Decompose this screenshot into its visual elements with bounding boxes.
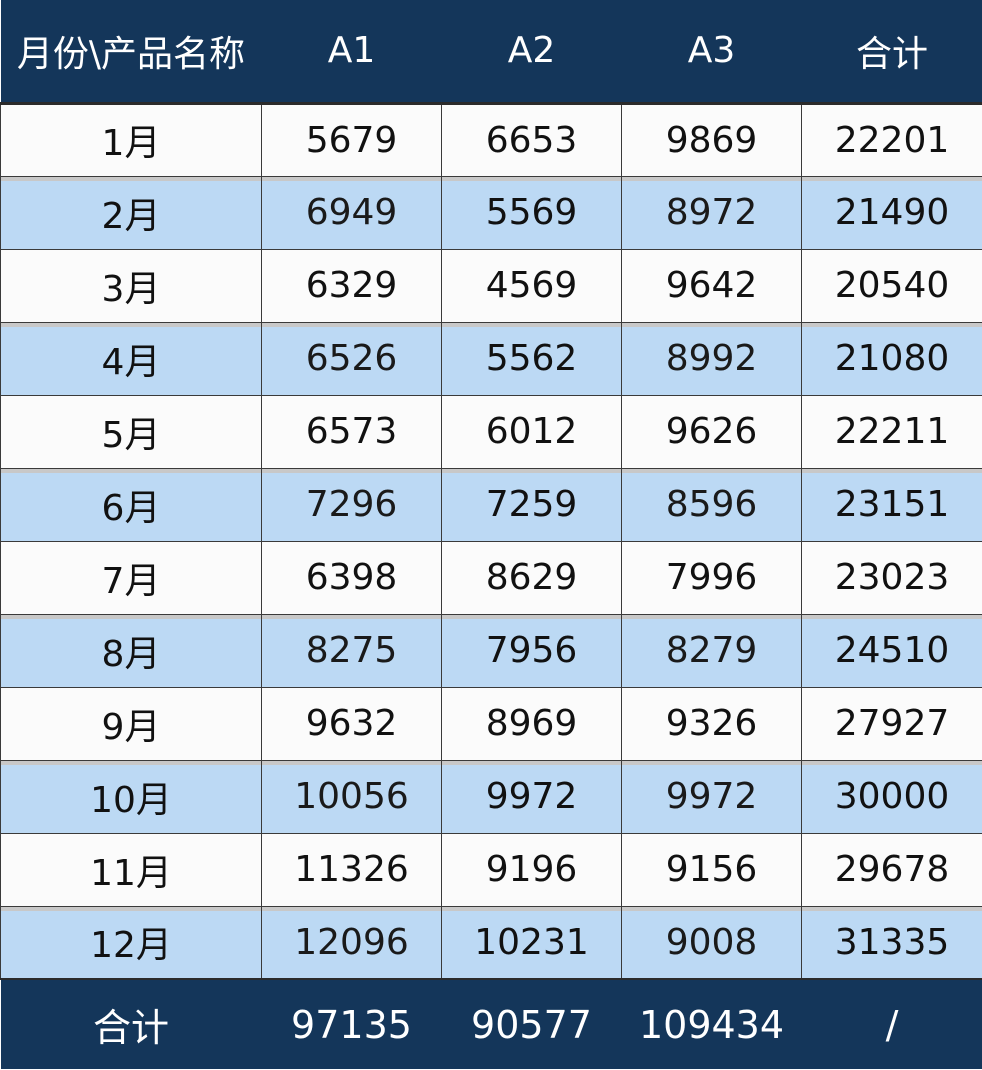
table-row: 1月 5679 6653 9869 22201 bbox=[0, 102, 982, 177]
a2-cell: 5562 bbox=[441, 321, 622, 396]
total-cell: 21080 bbox=[801, 321, 982, 396]
total-cell: 22201 bbox=[801, 102, 982, 177]
a1-cell: 6329 bbox=[261, 248, 442, 323]
month-cell: 5月 bbox=[0, 394, 262, 469]
header-row: 月份\产品名称 A1 A2 A3 合计 bbox=[0, 0, 982, 105]
a1-cell: 7296 bbox=[261, 467, 442, 542]
total-cell: 31335 bbox=[801, 905, 982, 980]
a2-cell: 9196 bbox=[441, 832, 622, 907]
a3-cell: 8596 bbox=[621, 467, 802, 542]
a3-cell: 8992 bbox=[621, 321, 802, 396]
footer-a2-total: 90577 bbox=[441, 978, 622, 1069]
table-row: 11月 11326 9196 9156 29678 bbox=[0, 832, 982, 907]
total-cell: 23151 bbox=[801, 467, 982, 542]
total-cell: 20540 bbox=[801, 248, 982, 323]
header-a1: A1 bbox=[261, 0, 442, 105]
total-cell: 27927 bbox=[801, 686, 982, 761]
table-row: 4月 6526 5562 8992 21080 bbox=[0, 321, 982, 396]
a2-cell: 10231 bbox=[441, 905, 622, 980]
table-row: 10月 10056 9972 9972 30000 bbox=[0, 759, 982, 834]
month-cell: 4月 bbox=[0, 321, 262, 396]
a1-cell: 12096 bbox=[261, 905, 442, 980]
table-row: 7月 6398 8629 7996 23023 bbox=[0, 540, 982, 615]
footer-grand-total: / bbox=[801, 978, 982, 1069]
a3-cell: 9626 bbox=[621, 394, 802, 469]
table-row: 8月 8275 7956 8279 24510 bbox=[0, 613, 982, 688]
table-row: 6月 7296 7259 8596 23151 bbox=[0, 467, 982, 542]
header-a3: A3 bbox=[621, 0, 802, 105]
a2-cell: 8969 bbox=[441, 686, 622, 761]
header-month-product: 月份\产品名称 bbox=[0, 0, 262, 105]
month-cell: 6月 bbox=[0, 467, 262, 542]
month-cell: 7月 bbox=[0, 540, 262, 615]
a2-cell: 9972 bbox=[441, 759, 622, 834]
a1-cell: 5679 bbox=[261, 102, 442, 177]
month-cell: 8月 bbox=[0, 613, 262, 688]
a1-cell: 10056 bbox=[261, 759, 442, 834]
a2-cell: 4569 bbox=[441, 248, 622, 323]
total-cell: 22211 bbox=[801, 394, 982, 469]
month-cell: 10月 bbox=[0, 759, 262, 834]
total-cell: 29678 bbox=[801, 832, 982, 907]
a3-cell: 8279 bbox=[621, 613, 802, 688]
total-cell: 24510 bbox=[801, 613, 982, 688]
month-cell: 11月 bbox=[0, 832, 262, 907]
footer-label: 合计 bbox=[0, 978, 262, 1069]
a1-cell: 9632 bbox=[261, 686, 442, 761]
a2-cell: 8629 bbox=[441, 540, 622, 615]
month-cell: 3月 bbox=[0, 248, 262, 323]
a1-cell: 6949 bbox=[261, 175, 442, 250]
table-row: 9月 9632 8969 9326 27927 bbox=[0, 686, 982, 761]
month-cell: 2月 bbox=[0, 175, 262, 250]
a3-cell: 9972 bbox=[621, 759, 802, 834]
a1-cell: 6526 bbox=[261, 321, 442, 396]
footer-total-row: 合计 97135 90577 109434 / bbox=[0, 978, 982, 1069]
a3-cell: 9326 bbox=[621, 686, 802, 761]
a1-cell: 6573 bbox=[261, 394, 442, 469]
a2-cell: 7259 bbox=[441, 467, 622, 542]
header-a2: A2 bbox=[441, 0, 622, 105]
total-cell: 21490 bbox=[801, 175, 982, 250]
table-row: 5月 6573 6012 9626 22211 bbox=[0, 394, 982, 469]
a3-cell: 9642 bbox=[621, 248, 802, 323]
a1-cell: 8275 bbox=[261, 613, 442, 688]
a2-cell: 5569 bbox=[441, 175, 622, 250]
table-row: 2月 6949 5569 8972 21490 bbox=[0, 175, 982, 250]
a3-cell: 9869 bbox=[621, 102, 802, 177]
month-cell: 12月 bbox=[0, 905, 262, 980]
table-row: 12月 12096 10231 9008 31335 bbox=[0, 905, 982, 980]
table-row: 3月 6329 4569 9642 20540 bbox=[0, 248, 982, 323]
total-cell: 23023 bbox=[801, 540, 982, 615]
a1-cell: 11326 bbox=[261, 832, 442, 907]
a3-cell: 9156 bbox=[621, 832, 802, 907]
a3-cell: 9008 bbox=[621, 905, 802, 980]
a3-cell: 7996 bbox=[621, 540, 802, 615]
a2-cell: 7956 bbox=[441, 613, 622, 688]
a2-cell: 6653 bbox=[441, 102, 622, 177]
footer-a1-total: 97135 bbox=[261, 978, 442, 1069]
header-total: 合计 bbox=[801, 0, 982, 105]
total-cell: 30000 bbox=[801, 759, 982, 834]
month-cell: 9月 bbox=[0, 686, 262, 761]
a3-cell: 8972 bbox=[621, 175, 802, 250]
a1-cell: 6398 bbox=[261, 540, 442, 615]
month-cell: 1月 bbox=[0, 102, 262, 177]
a2-cell: 6012 bbox=[441, 394, 622, 469]
footer-a3-total: 109434 bbox=[621, 978, 802, 1069]
